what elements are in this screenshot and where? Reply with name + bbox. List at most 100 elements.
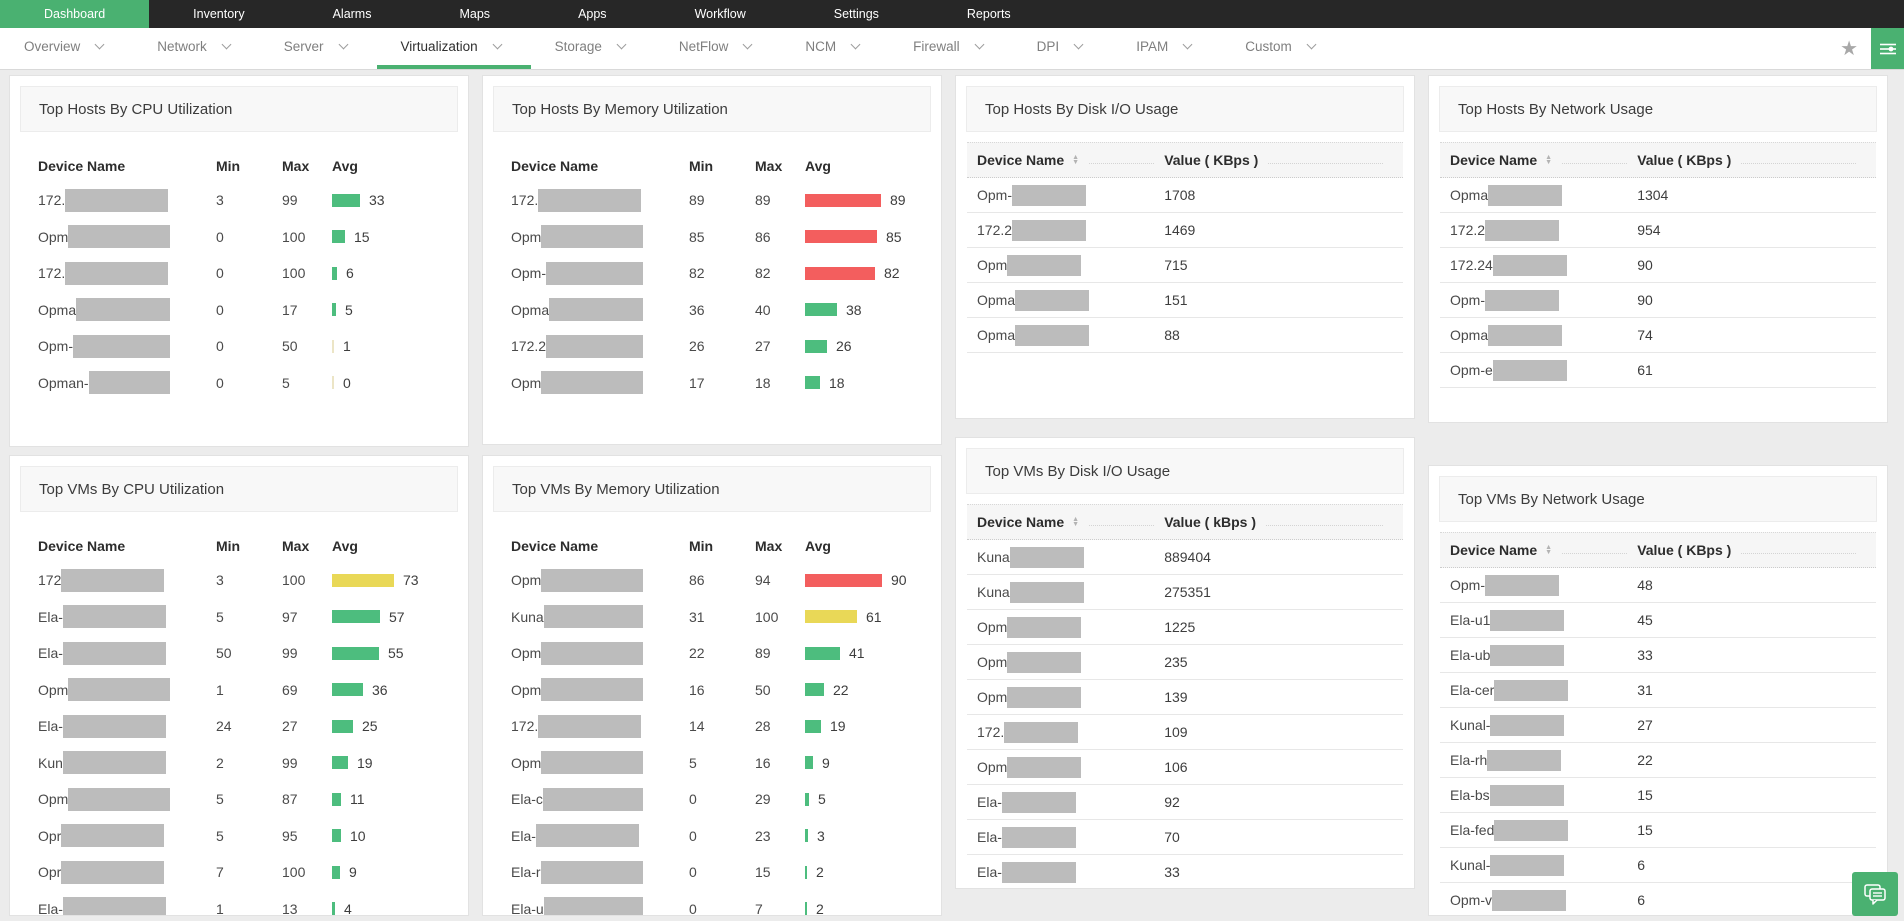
device-name-cell[interactable]: Opm [977, 687, 1164, 708]
device-name-cell[interactable]: Ela- [38, 897, 216, 916]
device-name-cell[interactable]: Kuna [977, 547, 1164, 568]
tab-dpi[interactable]: DPI [1013, 28, 1113, 69]
device-name-cell[interactable]: 172. [38, 262, 216, 285]
device-name-cell[interactable]: Kun [38, 751, 216, 774]
device-name-cell[interactable]: Opr [38, 861, 216, 884]
topnav-item-workflow[interactable]: Workflow [651, 0, 790, 28]
device-name-cell[interactable]: Opm [511, 678, 689, 701]
device-name-cell[interactable]: Opm [38, 225, 216, 248]
device-name-prefix: 172.2 [977, 222, 1012, 238]
device-name-cell[interactable]: Opm [38, 678, 216, 701]
device-name-cell[interactable]: 172.24 [1450, 255, 1637, 276]
device-name-cell[interactable]: Opm [511, 225, 689, 248]
device-name-prefix: Opm [977, 759, 1007, 775]
device-name-cell[interactable]: Ela- [977, 827, 1164, 848]
device-name-cell[interactable]: Ela-u1 [1450, 610, 1637, 631]
max-value: 89 [755, 192, 805, 208]
device-name-cell[interactable]: Opm [977, 652, 1164, 673]
device-name-cell[interactable]: Ela- [38, 605, 216, 628]
device-name-cell[interactable]: Opma [511, 298, 689, 321]
device-name-cell[interactable]: Ela-r [511, 861, 689, 884]
sort-updown-icon[interactable]: ▲▼ [1545, 545, 1552, 555]
device-name-cell[interactable]: Kunal- [1450, 715, 1637, 736]
tab-overview[interactable]: Overview [0, 28, 133, 69]
topnav-item-dashboard[interactable]: Dashboard [0, 0, 149, 28]
device-name-cell[interactable]: Opma [977, 325, 1164, 346]
tab-network[interactable]: Network [133, 28, 260, 69]
device-name-cell[interactable]: 172.2 [511, 335, 689, 358]
device-name-cell[interactable]: Opma [1450, 185, 1637, 206]
device-name-cell[interactable]: Kuna [977, 582, 1164, 603]
min-value: 0 [216, 229, 282, 245]
tab-server[interactable]: Server [260, 28, 377, 69]
device-name-cell[interactable]: Ela-bs [1450, 785, 1637, 806]
device-name-cell[interactable]: Ela- [38, 642, 216, 665]
device-name-cell[interactable]: 172.2 [977, 220, 1164, 241]
sort-updown-icon[interactable]: ▲▼ [1545, 155, 1552, 165]
device-name-cell[interactable]: Opm [511, 751, 689, 774]
tab-ncm[interactable]: NCM [781, 28, 889, 69]
device-name-cell[interactable]: Opm [977, 757, 1164, 778]
device-name-cell[interactable]: Opr [38, 824, 216, 847]
device-name-cell[interactable]: Kunal- [1450, 855, 1637, 876]
topnav-item-apps[interactable]: Apps [534, 0, 651, 28]
star-icon[interactable]: ★ [1827, 39, 1871, 59]
device-name-cell[interactable]: Ela-ub [1450, 645, 1637, 666]
device-name-cell[interactable]: Ela-cer [1450, 680, 1637, 701]
device-name-cell[interactable]: Opm-e [1450, 360, 1637, 381]
min-value: 0 [689, 864, 755, 880]
redacted-device-name [63, 751, 166, 774]
device-name-cell[interactable]: Ela-u [511, 897, 689, 916]
tab-custom[interactable]: Custom [1221, 28, 1345, 69]
device-name-cell[interactable]: Ela- [977, 862, 1164, 883]
device-name-cell[interactable]: 172 [38, 569, 216, 592]
device-name-cell[interactable]: Opm- [38, 335, 216, 358]
max-value: 27 [755, 338, 805, 354]
device-name-cell[interactable]: Ela- [511, 824, 689, 847]
device-name-cell[interactable]: Opm [511, 642, 689, 665]
device-name-cell[interactable]: Opma [1450, 325, 1637, 346]
column-header-device-name[interactable]: Device Name▲▼ [977, 152, 1164, 168]
tab-firewall[interactable]: Firewall [889, 28, 1013, 69]
device-name-cell[interactable]: Opm- [1450, 575, 1637, 596]
device-name-cell[interactable]: 172. [511, 189, 689, 212]
device-name-cell[interactable]: Opm [511, 371, 689, 394]
tab-storage[interactable]: Storage [531, 28, 655, 69]
device-name-cell[interactable]: Opm- [1450, 290, 1637, 311]
device-name-cell[interactable]: Ela- [977, 792, 1164, 813]
device-name-cell[interactable]: Opm-v [1450, 890, 1637, 911]
device-name-cell[interactable]: Opma [38, 298, 216, 321]
column-header-device-name[interactable]: Device Name▲▼ [977, 514, 1164, 530]
device-name-cell[interactable]: Opm [977, 617, 1164, 638]
device-name-cell[interactable]: Ela- [38, 715, 216, 738]
device-name-cell[interactable]: Ela-c [511, 788, 689, 811]
device-name-cell[interactable]: 172.2 [1450, 220, 1637, 241]
sort-updown-icon[interactable]: ▲▼ [1072, 155, 1079, 165]
sort-updown-icon[interactable]: ▲▼ [1072, 517, 1079, 527]
device-name-cell[interactable]: 172. [977, 722, 1164, 743]
topnav-item-reports[interactable]: Reports [923, 0, 1055, 28]
device-name-cell[interactable]: Opm- [511, 262, 689, 285]
device-name-cell[interactable]: Opman- [38, 371, 216, 394]
filter-sliders-icon[interactable] [1871, 28, 1904, 69]
device-name-cell[interactable]: 172. [511, 715, 689, 738]
tab-ipam[interactable]: IPAM [1112, 28, 1221, 69]
device-name-cell[interactable]: Ela-fed [1450, 820, 1637, 841]
device-name-cell[interactable]: Opma [977, 290, 1164, 311]
device-name-cell[interactable]: Ela-rh [1450, 750, 1637, 771]
topnav-item-alarms[interactable]: Alarms [289, 0, 416, 28]
device-name-cell[interactable]: 172. [38, 189, 216, 212]
device-name-cell[interactable]: Opm [511, 569, 689, 592]
device-name-cell[interactable]: Opm- [977, 185, 1164, 206]
device-name-cell[interactable]: Kuna [511, 605, 689, 628]
tab-netflow[interactable]: NetFlow [655, 28, 782, 69]
device-name-cell[interactable]: Opm [977, 255, 1164, 276]
chat-bubble-icon[interactable] [1852, 872, 1898, 916]
topnav-item-maps[interactable]: Maps [415, 0, 534, 28]
topnav-item-inventory[interactable]: Inventory [149, 0, 288, 28]
tab-virtualization[interactable]: Virtualization [377, 28, 531, 69]
column-header-device-name[interactable]: Device Name▲▼ [1450, 542, 1637, 558]
column-header-device-name[interactable]: Device Name▲▼ [1450, 152, 1637, 168]
device-name-cell[interactable]: Opm [38, 788, 216, 811]
topnav-item-settings[interactable]: Settings [790, 0, 923, 28]
